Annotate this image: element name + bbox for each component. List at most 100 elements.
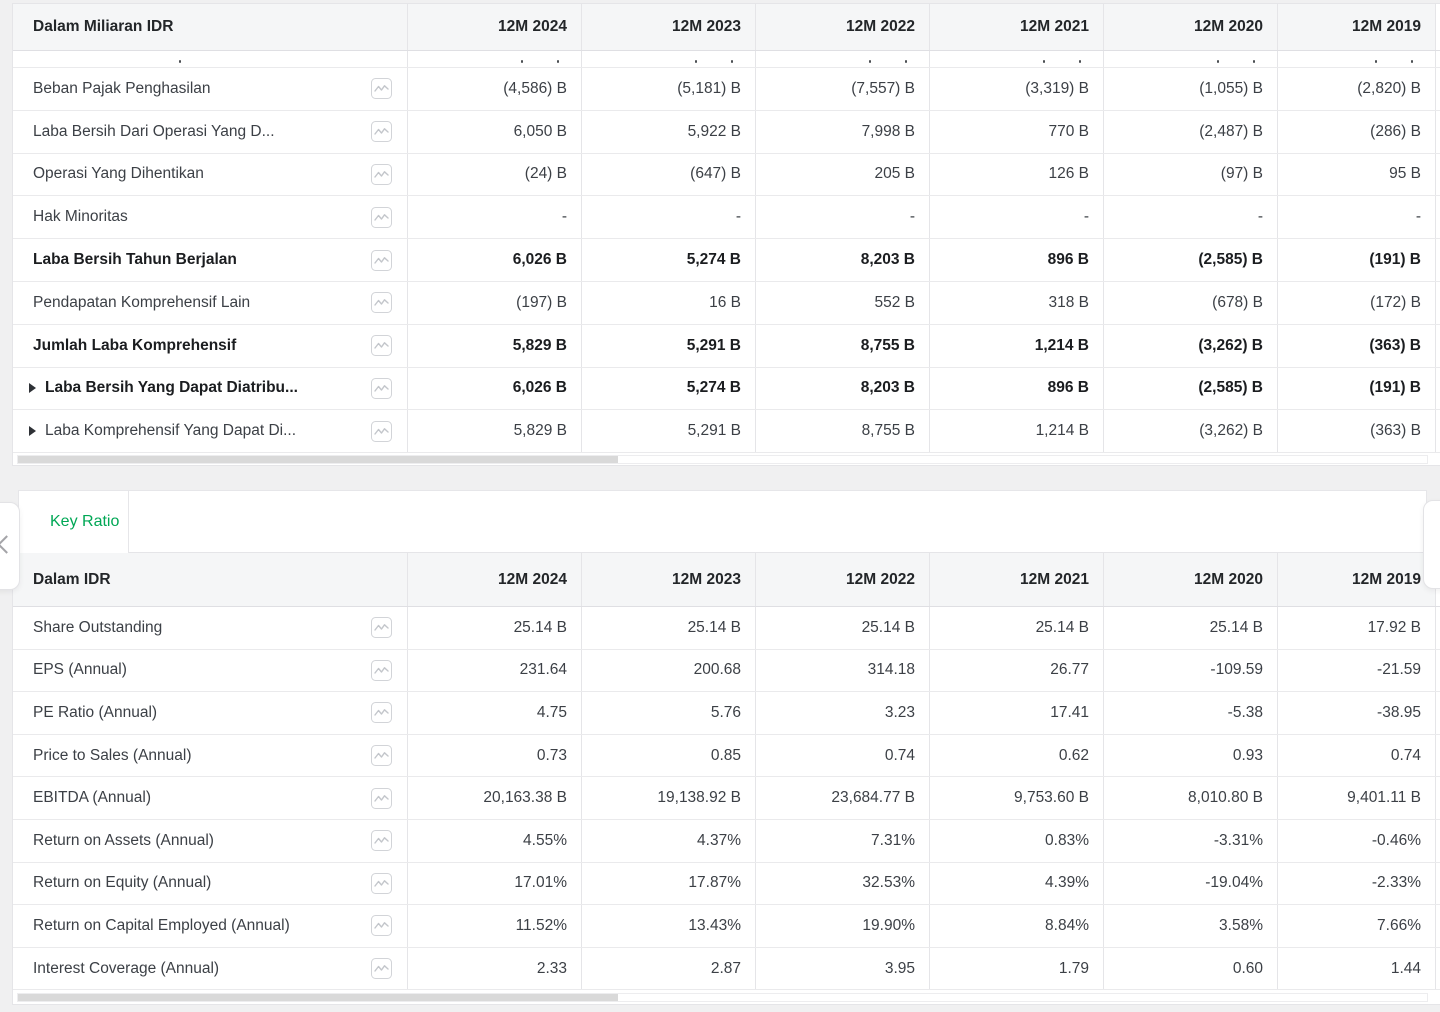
row-label-cell[interactable]: Laba Komprehensif Yang Dapat Di... xyxy=(13,410,407,452)
row-edge-cell xyxy=(1435,947,1440,990)
row-edge-cell xyxy=(1435,68,1440,110)
value-cell: 13.43% xyxy=(581,905,755,947)
chart-sparkline-icon[interactable] xyxy=(371,292,392,314)
row-label-cell: EPS (Annual) xyxy=(13,650,407,692)
chart-sparkline-icon[interactable] xyxy=(371,420,392,442)
row-label-cell: Return on Assets (Annual) xyxy=(13,820,407,862)
value-cell: 5,829 B xyxy=(407,410,581,453)
value-cell: (286) B xyxy=(1277,110,1435,153)
partial-row-value-cell xyxy=(1103,51,1277,67)
table-row: Hak Minoritas - - - - - - xyxy=(13,196,1440,240)
chart-sparkline-icon[interactable] xyxy=(371,659,392,681)
scrollbar-thumb[interactable] xyxy=(18,456,618,463)
value-cell: (191) B xyxy=(1277,239,1435,281)
chart-sparkline-icon[interactable] xyxy=(371,249,392,271)
value-cell: 11.52% xyxy=(407,905,581,947)
value-cell: (5,181) B xyxy=(581,68,755,110)
value-cell: 5,274 B xyxy=(581,367,755,410)
value-cell: 5,922 B xyxy=(581,110,755,153)
chart-sparkline-icon[interactable] xyxy=(371,121,392,143)
text-clip-mark xyxy=(557,60,559,63)
chart-sparkline-icon[interactable] xyxy=(371,830,392,852)
row-label: Return on Assets (Annual) xyxy=(33,831,214,849)
chart-sparkline-icon[interactable] xyxy=(371,163,392,185)
value-cell: 8,010.80 B xyxy=(1103,777,1277,819)
value-cell: 2.87 xyxy=(581,947,755,990)
table-row: Laba Bersih Yang Dapat Diatribu... 6,026 … xyxy=(13,367,1440,411)
chart-sparkline-icon[interactable] xyxy=(371,787,392,809)
tab-bar: Key Ratio xyxy=(18,490,1427,553)
value-cell: (197) B xyxy=(407,281,581,324)
value-cell: - xyxy=(1103,196,1277,239)
row-label-cell: Return on Capital Employed (Annual) xyxy=(13,905,407,947)
table-row: Operasi Yang Dihentikan (24) B (647) B 205 … xyxy=(13,153,1440,197)
horizontal-scrollbar[interactable] xyxy=(17,455,1428,464)
value-cell: 26.77 xyxy=(929,649,1103,692)
tab-key-ratio-label: Key Ratio xyxy=(50,513,120,530)
chart-sparkline-icon[interactable] xyxy=(371,206,392,228)
scrollbar-thumb[interactable] xyxy=(18,994,618,1001)
row-edge-cell xyxy=(1435,905,1440,947)
row-edge-cell xyxy=(1435,734,1440,777)
chart-sparkline-icon[interactable] xyxy=(371,915,392,937)
chart-sparkline-icon[interactable] xyxy=(371,78,392,100)
row-edge-cell xyxy=(1435,692,1440,734)
header-year-cell: 12M 2020 xyxy=(1103,4,1277,50)
horizontal-scrollbar[interactable] xyxy=(17,993,1428,1002)
chart-sparkline-icon[interactable] xyxy=(371,745,392,767)
text-clip-mark xyxy=(1217,60,1219,63)
table-header-row: Dalam IDR 12M 2024 12M 2023 12M 2022 12M 202… xyxy=(13,553,1440,607)
row-edge-cell xyxy=(1435,281,1440,324)
value-cell: (172) B xyxy=(1277,281,1435,324)
value-cell: 205 B xyxy=(755,153,929,196)
tab-key-ratio[interactable]: Key Ratio xyxy=(18,490,129,553)
value-cell: 126 B xyxy=(929,153,1103,196)
chart-sparkline-icon[interactable] xyxy=(371,872,392,894)
value-cell: 0.83% xyxy=(929,819,1103,862)
expand-caret-icon xyxy=(29,383,36,394)
scroll-tabs-left-button[interactable] xyxy=(0,502,20,590)
row-label-cell: EBITDA (Annual) xyxy=(13,777,407,819)
chart-sparkline-icon[interactable] xyxy=(371,335,392,357)
value-cell: (191) B xyxy=(1277,367,1435,410)
value-cell: - xyxy=(407,196,581,239)
value-cell: 17.87% xyxy=(581,862,755,905)
partial-row-value-cell xyxy=(1277,51,1435,67)
row-label-cell: Share Outstanding xyxy=(13,607,407,649)
value-cell: -19.04% xyxy=(1103,862,1277,905)
row-edge-cell xyxy=(1435,324,1440,367)
table-row: EBITDA (Annual) 20,163.38 B 19,138.92 B 23,… xyxy=(13,777,1440,820)
value-cell: 0.73 xyxy=(407,734,581,777)
value-cell: (2,585) B xyxy=(1103,239,1277,281)
chart-sparkline-icon[interactable] xyxy=(371,958,392,980)
value-cell: 5,829 B xyxy=(407,324,581,367)
value-cell: 4.37% xyxy=(581,819,755,862)
value-cell: 231.64 xyxy=(407,649,581,692)
value-cell: (363) B xyxy=(1277,410,1435,453)
value-cell: 1.79 xyxy=(929,947,1103,990)
scroll-tabs-right-button[interactable] xyxy=(1423,500,1440,589)
header-year-cell: 12M 2023 xyxy=(581,553,755,606)
value-cell: (2,820) B xyxy=(1277,68,1435,110)
chart-sparkline-icon[interactable] xyxy=(371,617,392,639)
chart-sparkline-icon[interactable] xyxy=(371,377,392,399)
row-label: Laba Bersih Tahun Berjalan xyxy=(33,251,237,269)
row-label: Price to Sales (Annual) xyxy=(33,746,192,764)
value-cell: (7,557) B xyxy=(755,68,929,110)
header-year-cell: 12M 2021 xyxy=(929,4,1103,50)
row-label: Pendapatan Komprehensif Lain xyxy=(33,293,251,311)
chart-sparkline-icon[interactable] xyxy=(371,702,392,724)
partial-row-value-cell xyxy=(581,51,755,67)
value-cell: 200.68 xyxy=(581,649,755,692)
row-label-cell: Price to Sales (Annual) xyxy=(13,735,407,777)
value-cell: (2,487) B xyxy=(1103,110,1277,153)
value-cell: 8,203 B xyxy=(755,239,929,281)
value-cell: 25.14 B xyxy=(407,607,581,649)
row-label-cell[interactable]: Laba Bersih Yang Dapat Diatribu... xyxy=(13,368,407,410)
value-cell: 314.18 xyxy=(755,649,929,692)
row-edge-cell xyxy=(1435,110,1440,153)
value-cell: 6,050 B xyxy=(407,110,581,153)
table-row: Jumlah Laba Komprehensif 5,829 B 5,291 B 8,… xyxy=(13,324,1440,368)
row-label: Hak Minoritas xyxy=(33,208,128,226)
